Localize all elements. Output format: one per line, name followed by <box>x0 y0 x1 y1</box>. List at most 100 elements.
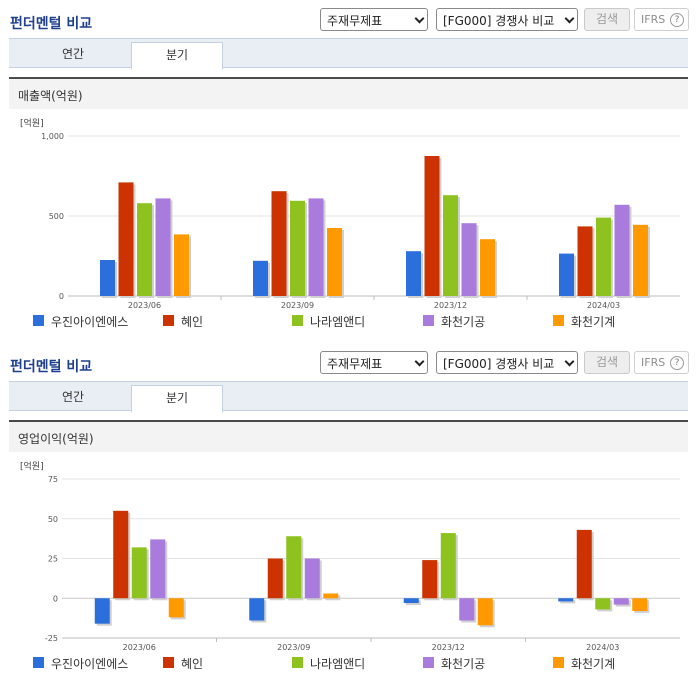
bar <box>596 217 611 296</box>
statement-select[interactable]: 주재무제표 <box>320 8 428 31</box>
legend-label: 나라엠앤디 <box>310 315 366 329</box>
legend-swatch <box>292 657 303 668</box>
x-tick-label: 2023/09 <box>277 643 310 652</box>
legend-label: 화천기공 <box>441 315 486 329</box>
bar <box>267 558 283 599</box>
y-tick-label: 25 <box>48 555 58 564</box>
y-tick-label: 50 <box>48 515 58 524</box>
period-tabs: 연간 분기 <box>9 381 688 413</box>
bar <box>480 239 495 296</box>
group-select[interactable]: [FG000] 경쟁사 비교 <box>436 8 578 31</box>
legend-label: 혜인 <box>181 315 204 329</box>
toolbar: 펀더멘털 비교 주재무제표 [FG000] 경쟁사 비교 검색 IFRS ? <box>0 343 696 381</box>
chart-legend: 우진아이엔에스 혜인 나라엠앤디 화천기공 화천기계 <box>0 313 696 329</box>
x-tick-label: 2024/03 <box>586 643 619 652</box>
unit-label: [억원] <box>20 117 44 129</box>
y-tick-label: 0 <box>59 292 64 301</box>
x-tick-label: 2023/06 <box>123 643 156 652</box>
x-tick-label: 2023/12 <box>432 643 465 652</box>
bar <box>577 226 593 296</box>
y-tick-label: 500 <box>49 212 64 221</box>
bar <box>113 510 129 599</box>
bar <box>286 536 302 599</box>
help-icon[interactable]: ? <box>670 356 684 370</box>
statement-select-value: 주재무제표 <box>327 357 383 371</box>
x-tick-label: 2024/03 <box>587 301 620 310</box>
ifrs-button[interactable]: IFRS ? <box>634 351 689 374</box>
bar <box>327 228 342 296</box>
ifrs-label: IFRS <box>641 13 666 26</box>
bar <box>168 598 184 618</box>
bar <box>422 560 438 599</box>
bar <box>595 598 611 610</box>
bar <box>150 539 166 599</box>
tab-annual[interactable]: 연간 <box>61 47 85 61</box>
bar <box>576 529 592 599</box>
y-tick-label: 1,000 <box>41 132 64 141</box>
bar <box>559 253 574 296</box>
tab-annual[interactable]: 연간 <box>61 390 85 404</box>
chevron-down-icon <box>564 356 575 367</box>
bar <box>174 234 189 296</box>
bar <box>406 251 421 296</box>
x-tick-label: 2023/12 <box>434 301 467 310</box>
y-tick-label: -25 <box>45 634 58 643</box>
legend-label: 화천기계 <box>571 315 616 329</box>
bar <box>403 598 419 604</box>
search-button[interactable]: 검색 <box>584 351 630 374</box>
legend-swatch <box>163 315 174 326</box>
chevron-down-icon <box>564 13 575 24</box>
period-tabs: 연간 분기 <box>9 38 688 70</box>
bar <box>440 533 456 599</box>
bar <box>137 203 152 296</box>
legend-label: 혜인 <box>181 657 204 671</box>
statement-select[interactable]: 주재무제표 <box>320 351 428 374</box>
bar <box>131 547 147 599</box>
search-button[interactable]: 검색 <box>584 8 630 31</box>
bar <box>323 593 339 599</box>
panel-title: 펀더멘털 비교 <box>10 359 93 375</box>
group-select[interactable]: [FG000] 경쟁사 비교 <box>436 351 578 374</box>
bar-shadow <box>560 600 576 604</box>
bar <box>632 598 648 611</box>
ifrs-label: IFRS <box>641 356 666 369</box>
legend-label: 화천기공 <box>441 657 486 671</box>
bar <box>633 224 648 296</box>
ifrs-button[interactable]: IFRS ? <box>634 8 689 31</box>
group-select-value: [FG000] 경쟁사 비교 <box>443 14 555 28</box>
bar <box>100 260 115 296</box>
bar <box>118 182 134 296</box>
bar <box>613 598 629 605</box>
bar <box>424 156 440 296</box>
bar <box>443 195 458 296</box>
unit-label: [억원] <box>20 460 44 472</box>
chevron-down-icon <box>414 356 425 367</box>
bar <box>304 558 320 599</box>
legend-label: 우진아이엔에스 <box>51 315 129 329</box>
x-tick-label: 2023/09 <box>281 301 314 310</box>
legend-label: 화천기계 <box>571 657 616 671</box>
legend-label: 나라엠앤디 <box>310 657 366 671</box>
help-icon[interactable]: ? <box>670 13 684 27</box>
bar <box>271 191 287 296</box>
bar <box>290 200 305 296</box>
tab-quarterly[interactable]: 분기 <box>131 385 223 413</box>
bar <box>308 198 324 296</box>
y-tick-label: 75 <box>48 475 58 484</box>
bar <box>459 598 475 621</box>
legend-swatch <box>423 315 434 326</box>
revenue-chart: [억원] 0 500 1,000 2023/06 2023/09 2023/12 2024/0… <box>20 117 680 310</box>
chart-legend: 우진아이엔에스 혜인 나라엠앤디 화천기공 화천기계 <box>0 655 696 671</box>
legend-swatch <box>553 657 564 668</box>
bar <box>155 198 171 296</box>
fundamental-panel-revenue: 펀더멘털 비교 주재무제표 [FG000] 경쟁사 비교 검색 IFRS ? 연… <box>0 0 696 329</box>
group-select-value: [FG000] 경쟁사 비교 <box>443 357 555 371</box>
tab-quarterly[interactable]: 분기 <box>131 42 223 70</box>
legend-swatch <box>33 315 44 326</box>
bar <box>461 223 477 296</box>
bar <box>614 204 630 296</box>
x-tick-label: 2023/06 <box>128 301 161 310</box>
legend-swatch <box>292 315 303 326</box>
legend-swatch <box>33 657 44 668</box>
bar <box>253 260 268 296</box>
